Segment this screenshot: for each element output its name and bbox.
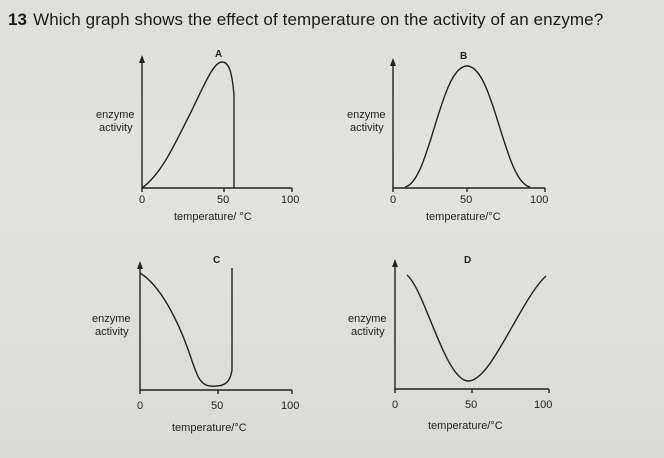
- question-stem: 13 Which graph shows the effect of temper…: [8, 10, 603, 30]
- graph-b-axes: [392, 65, 545, 189]
- graph-c-axes: [139, 268, 292, 391]
- question-text: Which graph shows the effect of temperat…: [33, 10, 604, 29]
- graph-d-curve: [406, 274, 547, 382]
- graph-c-y-arrow: [137, 261, 143, 269]
- graph-c-ylabel-line1: enzyme: [92, 313, 131, 325]
- graph-a-y-arrow: [139, 55, 145, 63]
- graph-a-tick-label-0: 0: [139, 194, 145, 206]
- graph-d-axes: [394, 266, 549, 390]
- graph-b: B enzyme activity 0 50 100 temperature/°…: [347, 51, 548, 223]
- graph-b-tick-label-100: 100: [530, 194, 548, 206]
- graph-a-curve: [141, 61, 235, 189]
- graph-b-ylabel-line1: enzyme: [347, 109, 386, 121]
- graph-d-tick-label-50: 50: [465, 399, 477, 411]
- graph-a-tick-label-50: 50: [217, 194, 229, 206]
- graph-c-ylabel-line2: activity: [95, 326, 129, 338]
- graph-c-curve: [139, 268, 233, 387]
- graph-a: A enzyme activity 0 50 100 temperature/ …: [96, 49, 299, 223]
- graph-d-ylabel-line2: activity: [351, 326, 385, 338]
- graph-d-ylabel-line1: enzyme: [348, 313, 387, 325]
- graph-b-y-arrow: [390, 58, 396, 66]
- graph-b-ylabel-line2: activity: [350, 122, 384, 134]
- graph-d: D enzyme activity 0 50 100 temperature/°…: [348, 255, 552, 432]
- graph-c: C enzyme activity 0 50 100 temperature/°…: [92, 255, 299, 434]
- graph-c-tick-label-0: 0: [137, 400, 143, 412]
- graph-a-xlabel: temperature/ °C: [174, 211, 252, 223]
- graph-d-letter: D: [464, 255, 471, 266]
- question-number: 13: [8, 10, 28, 29]
- graph-a-tick-label-100: 100: [281, 194, 299, 206]
- graph-b-tick-label-50: 50: [460, 194, 472, 206]
- graph-b-xlabel: temperature/°C: [426, 211, 501, 223]
- graph-b-tick-label-0: 0: [390, 194, 396, 206]
- graph-b-letter: B: [460, 51, 467, 62]
- graph-d-y-arrow: [392, 259, 398, 267]
- graph-d-xlabel: temperature/°C: [428, 420, 503, 432]
- graph-a-letter: A: [215, 49, 222, 60]
- graph-d-tick-label-0: 0: [392, 399, 398, 411]
- graph-c-tick-label-50: 50: [211, 400, 223, 412]
- graph-a-axes: [141, 62, 292, 189]
- graph-c-tick-label-100: 100: [281, 400, 299, 412]
- graph-b-curve: [404, 65, 531, 188]
- graph-a-ylabel-line1: enzyme: [96, 109, 135, 121]
- graph-a-ylabel-line2: activity: [99, 122, 133, 134]
- graph-d-tick-label-100: 100: [534, 399, 552, 411]
- graph-c-letter: C: [213, 255, 220, 266]
- graph-c-xlabel: temperature/°C: [172, 422, 247, 434]
